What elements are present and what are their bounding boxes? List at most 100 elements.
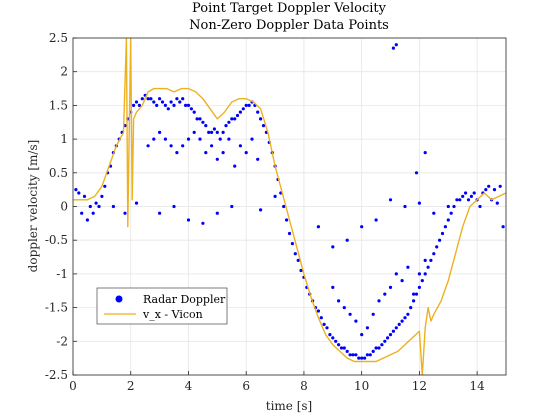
radar-point bbox=[204, 151, 208, 155]
radar-point bbox=[342, 346, 346, 350]
radar-point bbox=[363, 356, 367, 360]
y-tick-label: 0.5 bbox=[49, 166, 68, 180]
y-axis-label: doppler velocity [m/s] bbox=[26, 140, 40, 273]
radar-point bbox=[394, 43, 398, 47]
radar-point bbox=[406, 312, 410, 316]
radar-point bbox=[215, 157, 219, 161]
radar-point bbox=[417, 285, 421, 289]
radar-point bbox=[169, 100, 173, 104]
radar-point bbox=[438, 238, 442, 242]
y-tick-label: 2.5 bbox=[49, 31, 68, 45]
y-tick-label: -1.5 bbox=[45, 301, 68, 315]
radar-point bbox=[357, 356, 361, 360]
radar-point bbox=[464, 191, 468, 195]
radar-point bbox=[152, 100, 156, 104]
radar-point bbox=[290, 242, 294, 246]
radar-point bbox=[423, 151, 427, 155]
x-tick-label: 8 bbox=[300, 379, 308, 393]
radar-point bbox=[414, 292, 419, 296]
radar-point bbox=[360, 225, 364, 229]
radar-point bbox=[412, 292, 416, 296]
radar-point bbox=[423, 258, 427, 262]
radar-point bbox=[230, 117, 234, 121]
radar-point bbox=[227, 120, 231, 124]
radar-point bbox=[82, 194, 87, 198]
radar-point bbox=[374, 346, 378, 350]
y-tick-label: 1.5 bbox=[49, 98, 68, 112]
radar-point bbox=[331, 285, 335, 289]
radar-point bbox=[345, 349, 349, 353]
radar-point bbox=[186, 218, 191, 222]
radar-point bbox=[492, 188, 497, 192]
radar-point bbox=[181, 144, 185, 148]
radar-point bbox=[386, 336, 390, 340]
radar-point bbox=[394, 326, 398, 330]
radar-point bbox=[388, 198, 393, 202]
radar-point bbox=[207, 130, 211, 134]
radar-point bbox=[233, 164, 237, 168]
radar-point bbox=[134, 201, 139, 205]
radar-point bbox=[391, 329, 395, 333]
radar-point bbox=[210, 130, 214, 134]
radar-point bbox=[74, 188, 78, 192]
legend-label-radar: Radar Doppler bbox=[143, 293, 226, 306]
radar-point bbox=[221, 151, 225, 155]
radar-point bbox=[365, 353, 369, 357]
legend-label-vicon: v_x - Vicon bbox=[142, 308, 203, 321]
radar-point bbox=[458, 198, 462, 202]
radar-point bbox=[403, 316, 407, 320]
radar-point bbox=[348, 353, 352, 357]
radar-point bbox=[149, 97, 153, 101]
radar-point bbox=[146, 97, 150, 101]
radar-point bbox=[241, 107, 245, 111]
radar-point bbox=[296, 258, 300, 262]
radar-point bbox=[210, 144, 214, 148]
radar-point bbox=[178, 100, 182, 104]
radar-point bbox=[91, 211, 95, 215]
x-tick-label: 4 bbox=[185, 379, 193, 393]
radar-point bbox=[325, 326, 329, 330]
radar-point bbox=[195, 117, 199, 121]
radar-point bbox=[432, 252, 436, 256]
radar-point bbox=[238, 110, 242, 114]
radar-point bbox=[287, 231, 292, 236]
radar-point bbox=[397, 322, 401, 326]
radar-point bbox=[175, 97, 179, 101]
radar-point bbox=[383, 292, 387, 296]
radar-point bbox=[152, 137, 156, 141]
radar-point bbox=[163, 103, 167, 107]
radar-point bbox=[432, 211, 436, 215]
radar-point bbox=[403, 204, 407, 209]
radar-point bbox=[85, 218, 89, 222]
radar-point bbox=[316, 225, 320, 229]
x-axis-label: time [s] bbox=[266, 399, 312, 413]
radar-point bbox=[388, 285, 393, 289]
radar-point bbox=[247, 103, 251, 107]
radar-point bbox=[446, 218, 450, 222]
radar-point bbox=[215, 211, 219, 215]
radar-point bbox=[388, 333, 393, 337]
radar-point bbox=[244, 151, 248, 155]
radar-point bbox=[337, 299, 341, 303]
radar-point bbox=[452, 204, 456, 209]
radar-point bbox=[484, 188, 488, 192]
radar-point bbox=[319, 316, 323, 320]
radar-point bbox=[163, 137, 167, 141]
radar-point bbox=[282, 204, 286, 209]
radar-point bbox=[334, 339, 338, 343]
legend-box bbox=[96, 287, 228, 325]
radar-point bbox=[443, 225, 447, 229]
radar-point bbox=[331, 336, 335, 340]
radar-point bbox=[233, 117, 237, 121]
radar-point bbox=[140, 97, 144, 101]
radar-point bbox=[380, 343, 384, 347]
radar-point bbox=[435, 245, 439, 249]
radar-point bbox=[409, 306, 413, 310]
radar-point bbox=[218, 137, 222, 141]
radar-point bbox=[111, 204, 115, 209]
y-tick-label: -2.5 bbox=[45, 368, 68, 382]
radar-point bbox=[360, 356, 364, 360]
radar-point bbox=[322, 322, 326, 326]
radar-point bbox=[351, 353, 355, 357]
radar-point bbox=[328, 333, 332, 337]
